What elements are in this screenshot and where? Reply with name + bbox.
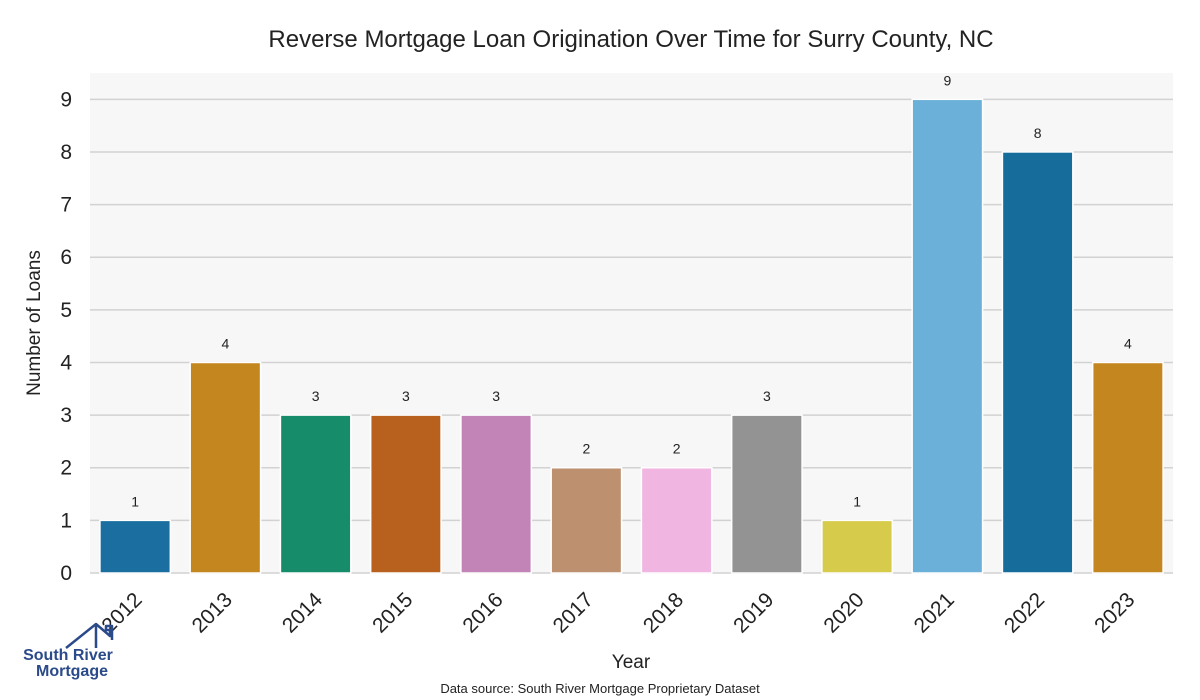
bar-2020	[821, 519, 894, 574]
data-label-2013: 4	[221, 335, 229, 351]
chart-title: Reverse Mortgage Loan Origination Over T…	[268, 26, 993, 53]
company-logo: South River Mortgage	[23, 622, 114, 680]
bar-2016	[460, 414, 533, 574]
y-tick-label: 6	[60, 246, 72, 269]
x-tick-label: 2023	[1090, 588, 1139, 637]
y-tick-label: 2	[60, 457, 72, 480]
y-axis-label: Number of Loans	[24, 250, 45, 396]
logo-line-2: Mortgage	[36, 663, 108, 680]
y-ticks: 0 1 2 3 4 5 6 7 8 9	[60, 88, 72, 585]
data-label-2019: 3	[763, 388, 771, 404]
x-tick-label: 2022	[1000, 588, 1049, 637]
bar-2014	[279, 414, 352, 574]
bar-2022	[1001, 151, 1074, 574]
data-label-2012: 1	[131, 493, 139, 509]
data-label-2021: 9	[943, 72, 951, 88]
y-tick-label: 4	[60, 351, 72, 374]
y-tick-label: 1	[60, 509, 72, 532]
source-note: Data source: South River Mortgage Propri…	[440, 681, 760, 696]
bar-2017	[550, 466, 623, 574]
data-label-2023: 4	[1124, 335, 1132, 351]
data-label-2015: 3	[402, 388, 410, 404]
y-tick-label: 9	[60, 88, 72, 111]
x-tick-label: 2016	[458, 588, 507, 637]
data-label-2020: 1	[853, 493, 861, 509]
data-label-2017: 2	[582, 441, 590, 457]
bars	[99, 98, 1164, 574]
data-label-2014: 3	[312, 388, 320, 404]
y-tick-label: 3	[60, 404, 72, 427]
x-tick-label: 2019	[729, 588, 778, 637]
bar-2015	[369, 414, 442, 574]
bar-2023	[1091, 361, 1164, 574]
bar-2012	[99, 519, 172, 574]
x-tick-label: 2018	[639, 588, 688, 637]
data-label-2022: 8	[1034, 125, 1042, 141]
x-tick-label: 2014	[278, 588, 328, 638]
bar-2018	[640, 466, 713, 574]
plot-area	[90, 73, 1173, 573]
house-roof-icon	[65, 622, 114, 649]
bar-2019	[730, 414, 803, 574]
data-label-2018: 2	[673, 441, 681, 457]
x-axis-label: Year	[612, 652, 651, 673]
x-tick-label: 2020	[819, 588, 868, 637]
y-tick-label: 8	[60, 141, 72, 164]
x-tick-label: 2015	[368, 588, 417, 637]
x-ticks: 2012 2013 2014 2015 2016 2017 2018 2019 2020 2021…	[97, 588, 1139, 638]
logo-line-1: South River	[23, 647, 113, 664]
y-tick-label: 5	[60, 299, 72, 322]
x-tick-label: 2017	[549, 588, 598, 637]
x-tick-label: 2013	[188, 588, 237, 637]
data-label-2016: 3	[492, 388, 500, 404]
grid-lines	[90, 98, 1173, 574]
bar-2013	[189, 361, 262, 574]
y-tick-label: 7	[60, 194, 72, 217]
x-tick-label: 2021	[910, 588, 959, 637]
data-labels: 1 4 3 3 3 2 2 3 1 9 8 4	[131, 72, 1132, 509]
bar-2021	[911, 98, 984, 574]
y-tick-label: 0	[60, 562, 72, 585]
